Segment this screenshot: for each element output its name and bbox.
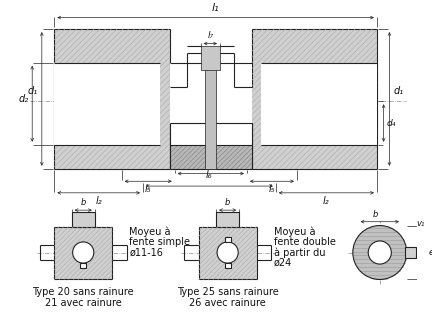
Bar bbox=[170, 123, 252, 169]
Text: l₆: l₆ bbox=[206, 170, 213, 180]
Text: l₁: l₁ bbox=[212, 3, 219, 13]
Text: l₂: l₂ bbox=[323, 196, 330, 206]
Bar bbox=[204, 68, 216, 169]
Text: Type 25 sans rainure: Type 25 sans rainure bbox=[177, 287, 279, 297]
Text: d₄: d₄ bbox=[387, 119, 396, 127]
Text: d₁: d₁ bbox=[28, 86, 38, 96]
Text: 26 avec rainure: 26 avec rainure bbox=[189, 298, 266, 307]
Text: fente simple: fente simple bbox=[130, 237, 191, 247]
Circle shape bbox=[73, 242, 94, 263]
Circle shape bbox=[217, 242, 238, 263]
Bar bbox=[80, 263, 86, 268]
Bar bbox=[225, 237, 231, 242]
Text: ø11-16: ø11-16 bbox=[130, 248, 163, 257]
Bar bbox=[199, 227, 257, 280]
Bar bbox=[252, 29, 377, 169]
Text: b: b bbox=[372, 210, 378, 219]
Circle shape bbox=[353, 226, 407, 280]
Bar bbox=[170, 63, 252, 145]
Bar bbox=[261, 63, 377, 145]
Text: ø24: ø24 bbox=[274, 258, 292, 268]
Text: d₁: d₁ bbox=[393, 86, 403, 96]
Text: e: e bbox=[429, 248, 432, 257]
Bar bbox=[225, 263, 231, 268]
Text: b: b bbox=[80, 198, 86, 207]
Text: l₇: l₇ bbox=[207, 31, 213, 40]
Text: l₂: l₂ bbox=[95, 196, 102, 206]
Text: b: b bbox=[225, 198, 230, 207]
Circle shape bbox=[368, 241, 391, 264]
Bar bbox=[54, 63, 160, 145]
Text: l₅: l₅ bbox=[269, 184, 275, 194]
Text: fente double: fente double bbox=[274, 237, 336, 247]
Bar bbox=[201, 46, 220, 70]
Text: d₂: d₂ bbox=[18, 94, 29, 104]
Bar bbox=[72, 212, 95, 227]
Text: l₅: l₅ bbox=[145, 184, 152, 194]
Bar bbox=[54, 29, 170, 169]
Text: Type 20 sans rainure: Type 20 sans rainure bbox=[32, 287, 134, 297]
Text: à partir du: à partir du bbox=[274, 247, 325, 258]
Bar bbox=[54, 227, 112, 280]
Text: Moyeu à: Moyeu à bbox=[130, 226, 171, 237]
Text: 21 avec rainure: 21 avec rainure bbox=[45, 298, 121, 307]
Bar bbox=[216, 212, 239, 227]
Text: l₄: l₄ bbox=[207, 158, 214, 168]
Bar bbox=[405, 247, 416, 258]
Text: v₁: v₁ bbox=[416, 219, 425, 228]
Text: Moyeu à: Moyeu à bbox=[274, 226, 315, 237]
